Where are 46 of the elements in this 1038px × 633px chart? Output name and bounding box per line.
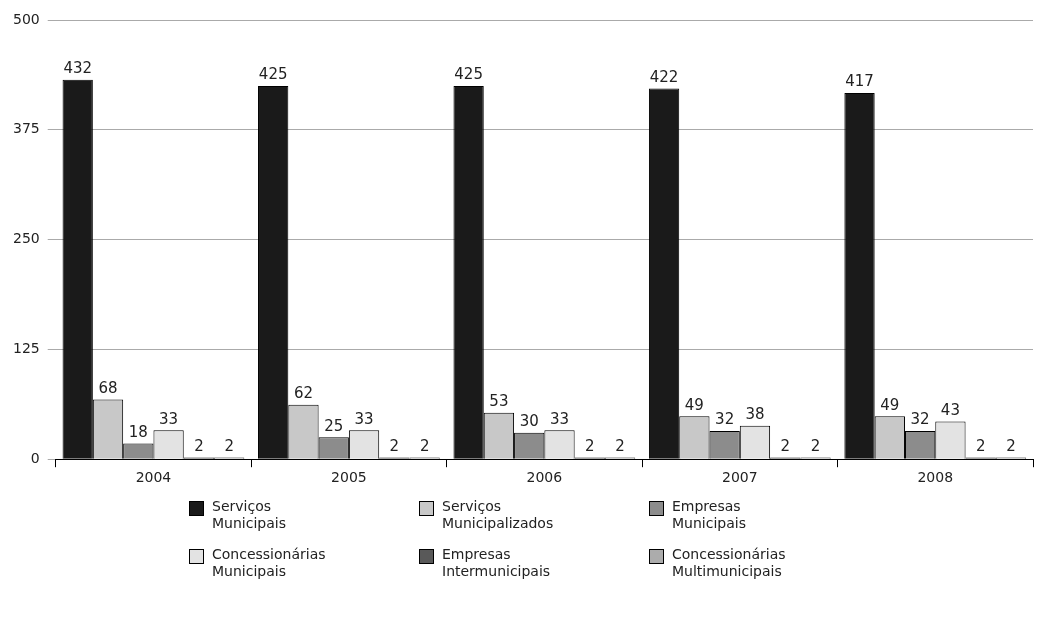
legend-label: Serviços Municipalizados — [442, 498, 555, 532]
data-label: 53 — [489, 392, 509, 411]
data-label: 32 — [715, 410, 735, 429]
y-tick-label: 375 — [12, 120, 40, 137]
data-label: 25 — [324, 416, 344, 435]
data-label: 33 — [159, 409, 179, 428]
x-tick-label: 2007 — [722, 469, 758, 486]
data-label: 432 — [63, 59, 93, 78]
legend-label: Concessionárias Municipais — [212, 546, 327, 580]
legend-label: Serviços Municipais — [212, 498, 287, 532]
data-label: 33 — [549, 409, 570, 428]
data-label: 2 — [780, 436, 791, 455]
data-label: 18 — [128, 422, 148, 441]
data-label: 2 — [615, 436, 625, 455]
x-tick-label: 2005 — [331, 469, 367, 486]
data-label: 68 — [98, 378, 118, 397]
data-label: 62 — [293, 384, 314, 403]
data-label: 2 — [1006, 436, 1016, 455]
legend-label: Empresas Municipais — [672, 498, 747, 532]
x-tick-label: 2008 — [917, 469, 954, 486]
data-label: 2 — [419, 436, 430, 455]
legend-label: Concessionárias Multimunicipais — [672, 546, 787, 580]
data-label: 32 — [910, 410, 930, 429]
data-label: 49 — [880, 395, 900, 414]
data-label: 33 — [354, 409, 374, 428]
data-label: 2 — [810, 436, 821, 455]
data-label: 2 — [585, 436, 595, 455]
data-label: 43 — [940, 400, 960, 419]
data-label: 49 — [684, 395, 704, 414]
data-label: 2 — [389, 436, 400, 455]
data-label: 425 — [454, 65, 483, 84]
data-label: 422 — [649, 67, 679, 86]
y-tick-label: 0 — [30, 449, 40, 466]
legend-label: Empresas Intermunicipais — [442, 546, 552, 580]
data-label: 2 — [224, 436, 234, 455]
x-tick-label: 2004 — [135, 469, 172, 486]
data-label: 2 — [975, 436, 986, 455]
y-tick-label: 125 — [12, 340, 40, 357]
y-tick-label: 500 — [12, 10, 40, 27]
y-tick-label: 250 — [12, 230, 40, 247]
data-label: 417 — [845, 72, 874, 91]
data-label: 30 — [519, 412, 539, 431]
data-label: 38 — [745, 405, 765, 424]
data-label: 425 — [258, 65, 288, 84]
data-label: 2 — [194, 436, 204, 455]
x-tick-label: 2006 — [526, 469, 563, 486]
